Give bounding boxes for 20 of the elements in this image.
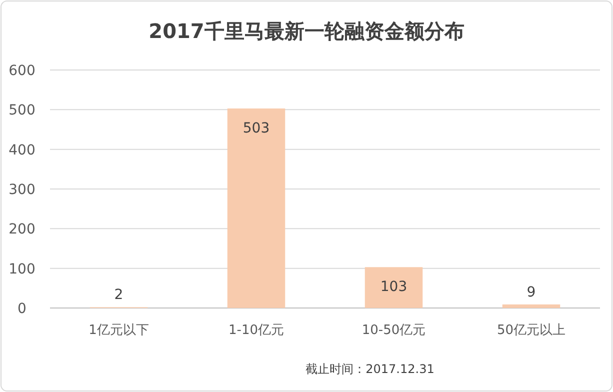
y-tick-label: 400 <box>8 142 36 158</box>
y-tick-label: 300 <box>8 182 36 198</box>
y-tick-label: 500 <box>8 102 36 119</box>
data-label: 503 <box>242 120 270 136</box>
y-tick-label: 600 <box>8 63 36 79</box>
x-tick-label: 50亿元以上 <box>496 323 566 338</box>
bar <box>227 108 286 308</box>
x-tick-label: 1-10亿元 <box>228 323 284 338</box>
x-tick-label: 1亿元以下 <box>88 323 149 338</box>
data-label: 9 <box>526 284 536 300</box>
chart-title: 2017千里马最新一轮融资金额分布 <box>148 19 464 43</box>
y-tick-label: 200 <box>8 222 36 238</box>
bar <box>502 304 560 308</box>
data-label: 103 <box>380 279 408 296</box>
text: 截止时间：2017.12.31 <box>306 362 434 376</box>
y-tick-label: 100 <box>8 261 36 278</box>
bar <box>364 267 423 308</box>
x-tick-label: 10-50亿元 <box>362 323 426 338</box>
y-tick-label: 0 <box>18 301 26 317</box>
data-label: 2 <box>114 287 124 304</box>
